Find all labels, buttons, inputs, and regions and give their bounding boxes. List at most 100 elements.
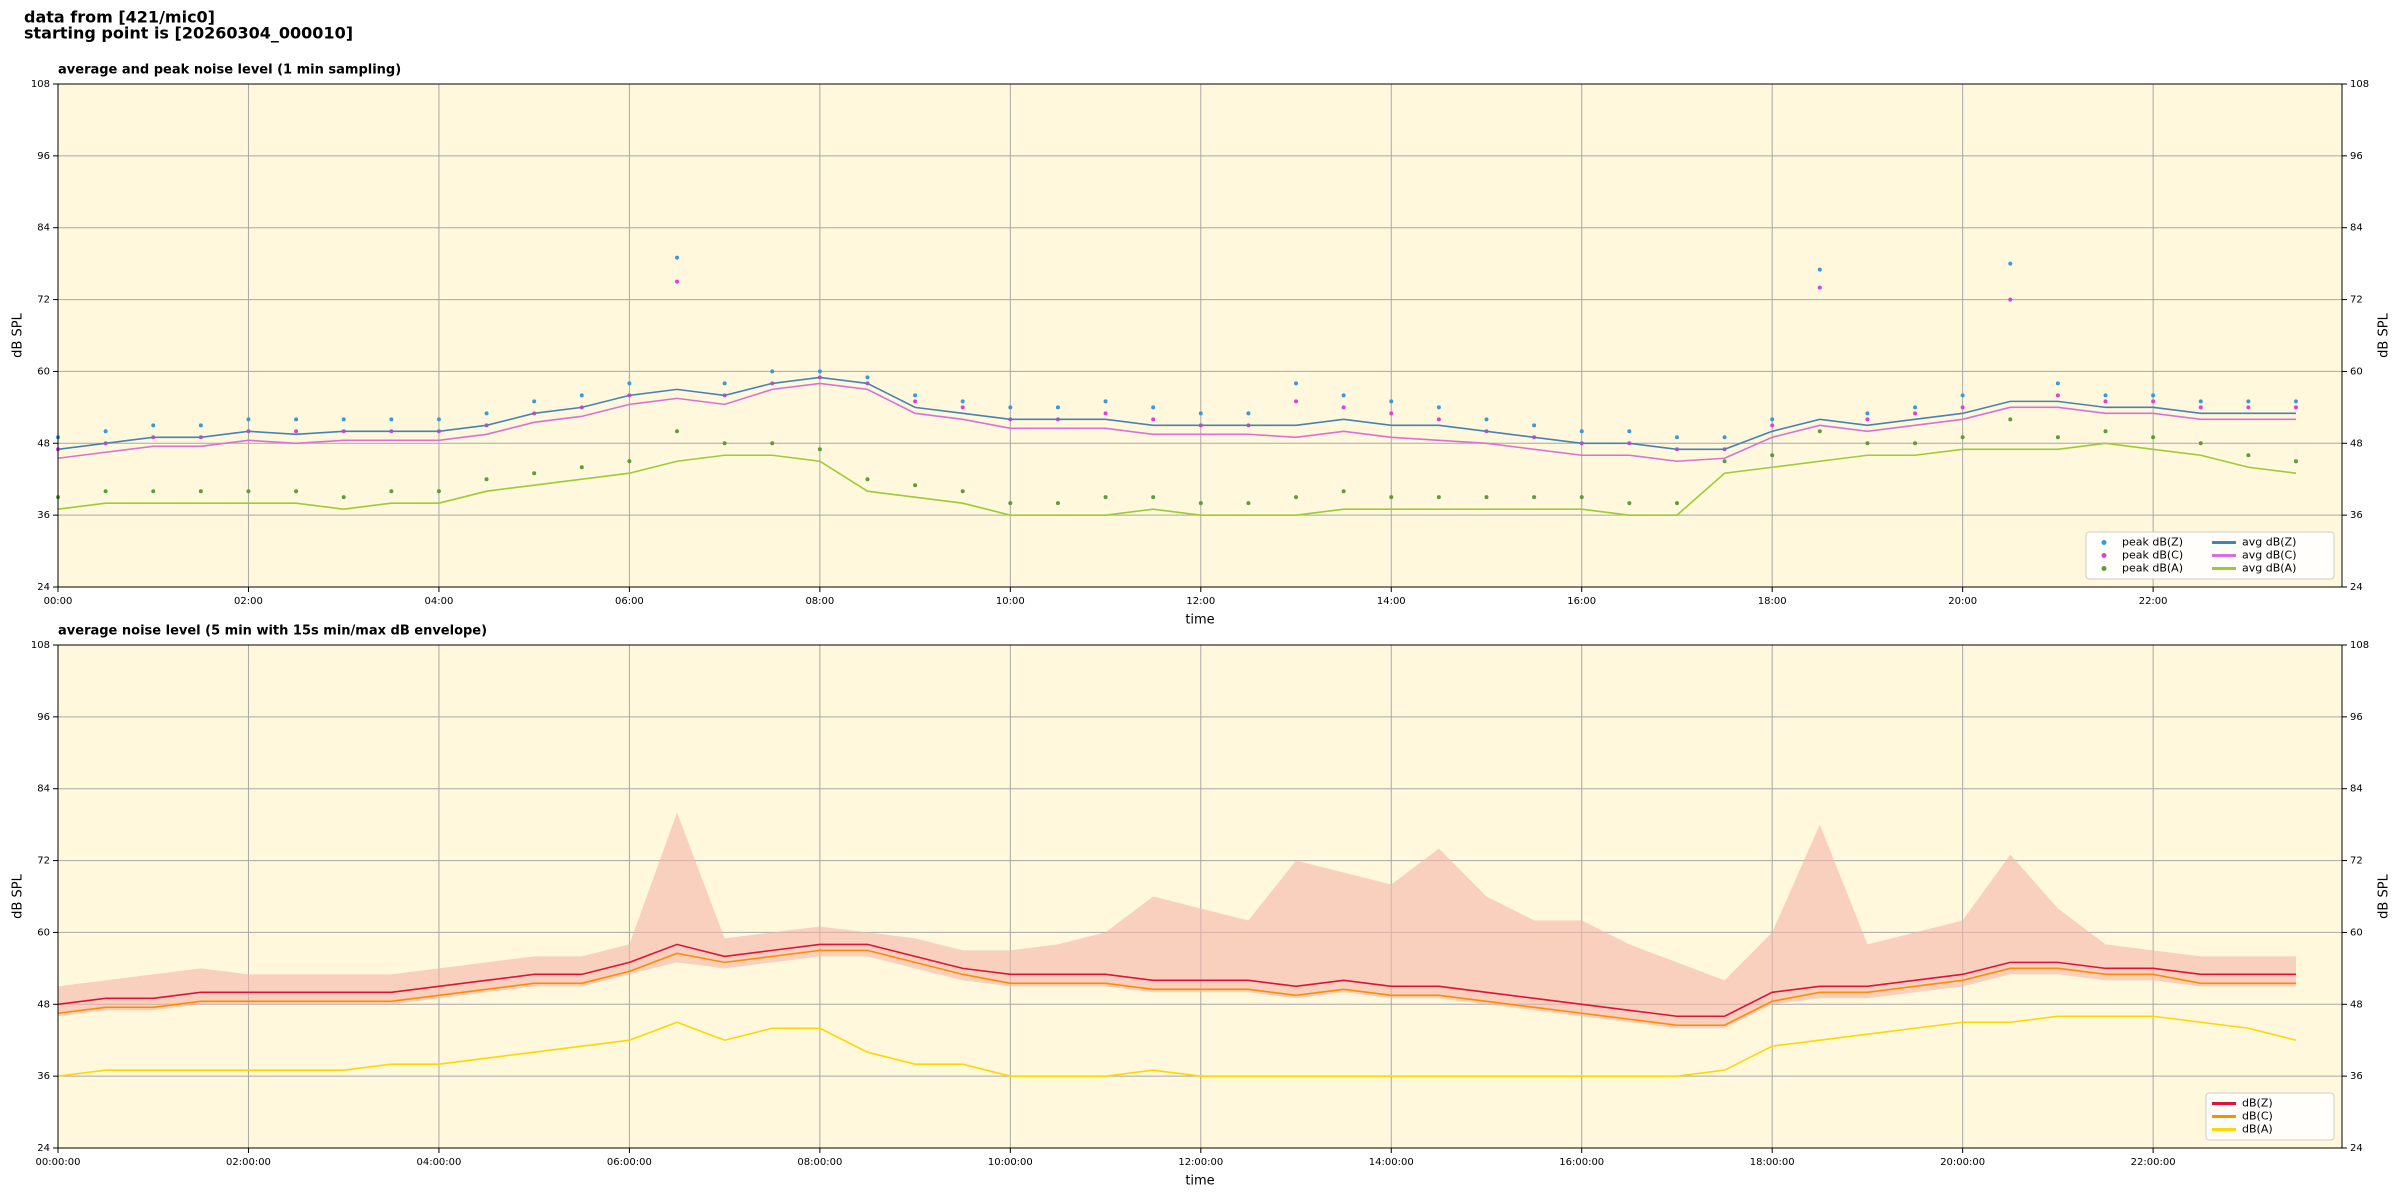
header-line: data from [421/mic0] [24, 8, 215, 27]
y-tick-label-right: 108 [2350, 79, 2369, 90]
x-tick-label: 04:00 [425, 596, 454, 607]
y-tick-label-right: 96 [2350, 151, 2363, 162]
peak-point [1579, 429, 1584, 434]
x-tick-label: 18:00:00 [1750, 1157, 1795, 1168]
y-tick-label-right: 24 [2350, 1143, 2363, 1154]
y-axis-label-right: dB SPL [2377, 873, 2392, 918]
peak-point [2103, 399, 2108, 404]
legend-label: peak dB(C) [2122, 549, 2183, 562]
peak-point [2246, 405, 2251, 410]
y-tick-label: 60 [37, 366, 50, 377]
peak-point [1151, 405, 1156, 410]
peak-point [913, 399, 918, 404]
legend-label: dB(Z) [2242, 1097, 2273, 1110]
peak-point [627, 381, 632, 386]
y-tick-label: 60 [37, 927, 50, 938]
peak-point [2246, 399, 2251, 404]
peak-point [1008, 405, 1013, 410]
x-tick-label: 20:00 [1948, 596, 1977, 607]
peak-point [865, 375, 870, 380]
peak-point [2293, 459, 2298, 464]
y-tick-label-right: 84 [2350, 784, 2363, 795]
peak-point [675, 279, 680, 284]
y-tick-label: 72 [37, 295, 50, 306]
peak-point [294, 417, 299, 422]
peak-point [1055, 501, 1060, 506]
subplot-title: average noise level (5 min with 15s min/… [58, 624, 487, 639]
peak-point [817, 447, 822, 452]
peak-point [436, 417, 441, 422]
peak-point [246, 489, 251, 494]
y-tick-label: 96 [37, 712, 50, 723]
y-tick-label-right: 72 [2350, 295, 2363, 306]
plot-frame [57, 644, 2343, 1149]
peak-point [1103, 495, 1108, 500]
peak-point [1770, 453, 1775, 458]
peak-point [532, 399, 537, 404]
peak-point [2198, 441, 2203, 446]
x-tick-label: 14:00 [1377, 596, 1406, 607]
legend-marker [2101, 553, 2107, 558]
peak-point [1389, 411, 1394, 416]
peak-point [2103, 393, 2108, 398]
legend-box [2085, 531, 2335, 580]
peak-point [389, 417, 394, 422]
peak-point [1103, 399, 1108, 404]
x-tick-label: 16:00 [1567, 596, 1596, 607]
peak-point [294, 489, 299, 494]
y-tick-label-right: 96 [2350, 712, 2363, 723]
peak-point [1151, 417, 1156, 422]
peak-point [1436, 495, 1441, 500]
x-tick-label: 00:00:00 [36, 1157, 81, 1168]
peak-point [1817, 285, 1822, 290]
x-tick-label: 08:00 [805, 596, 834, 607]
peak-point [1436, 405, 1441, 410]
peak-point [2103, 429, 2108, 434]
peak-point [389, 489, 394, 494]
y-tick-label-right: 108 [2350, 640, 2369, 651]
peak-point [1817, 429, 1822, 434]
x-tick-label: 02:00 [234, 596, 263, 607]
subplot-title: average and peak noise level (1 min samp… [58, 63, 401, 78]
peak-point [579, 393, 584, 398]
x-axis-label: time [1185, 613, 1214, 628]
peak-point [1865, 441, 1870, 446]
y-tick-label-right: 48 [2350, 438, 2363, 449]
x-tick-label: 08:00:00 [797, 1157, 842, 1168]
x-tick-label: 06:00:00 [607, 1157, 652, 1168]
peak-point [2008, 417, 2013, 422]
peak-point [1198, 411, 1203, 416]
legend-label: peak dB(Z) [2122, 536, 2183, 549]
peak-point [1817, 267, 1822, 272]
peak-point [1198, 501, 1203, 506]
x-axis-label: time [1185, 1174, 1214, 1189]
y-tick-label-right: 60 [2350, 366, 2363, 377]
series-line [57, 949, 2296, 1027]
peak-point [151, 489, 156, 494]
y-tick-label: 84 [37, 223, 50, 234]
y-tick-label-right: 84 [2350, 223, 2363, 234]
x-tick-label: 10:00:00 [988, 1157, 1033, 1168]
peak-point [1579, 495, 1584, 500]
x-tick-label: 22:00:00 [2131, 1157, 2176, 1168]
peak-point [1722, 459, 1727, 464]
peak-point [1960, 405, 1965, 410]
y-tick-label: 84 [37, 784, 50, 795]
peak-point [436, 489, 441, 494]
legend-marker [2101, 540, 2107, 545]
y-tick-label: 108 [31, 640, 50, 651]
peak-point [1674, 435, 1679, 440]
series-line [57, 382, 2296, 463]
plot-frame [57, 83, 2343, 588]
legend-label: dB(C) [2242, 1110, 2273, 1123]
peak-point [2055, 381, 2060, 386]
series-line [57, 1015, 2297, 1077]
peak-point [1960, 435, 1965, 440]
peak-point [960, 405, 965, 410]
peak-point [1055, 405, 1060, 410]
peak-point [1436, 417, 1441, 422]
y-tick-label-right: 60 [2350, 927, 2363, 938]
peak-point [2151, 399, 2156, 404]
peak-point [1770, 417, 1775, 422]
peak-point [1008, 501, 1013, 506]
